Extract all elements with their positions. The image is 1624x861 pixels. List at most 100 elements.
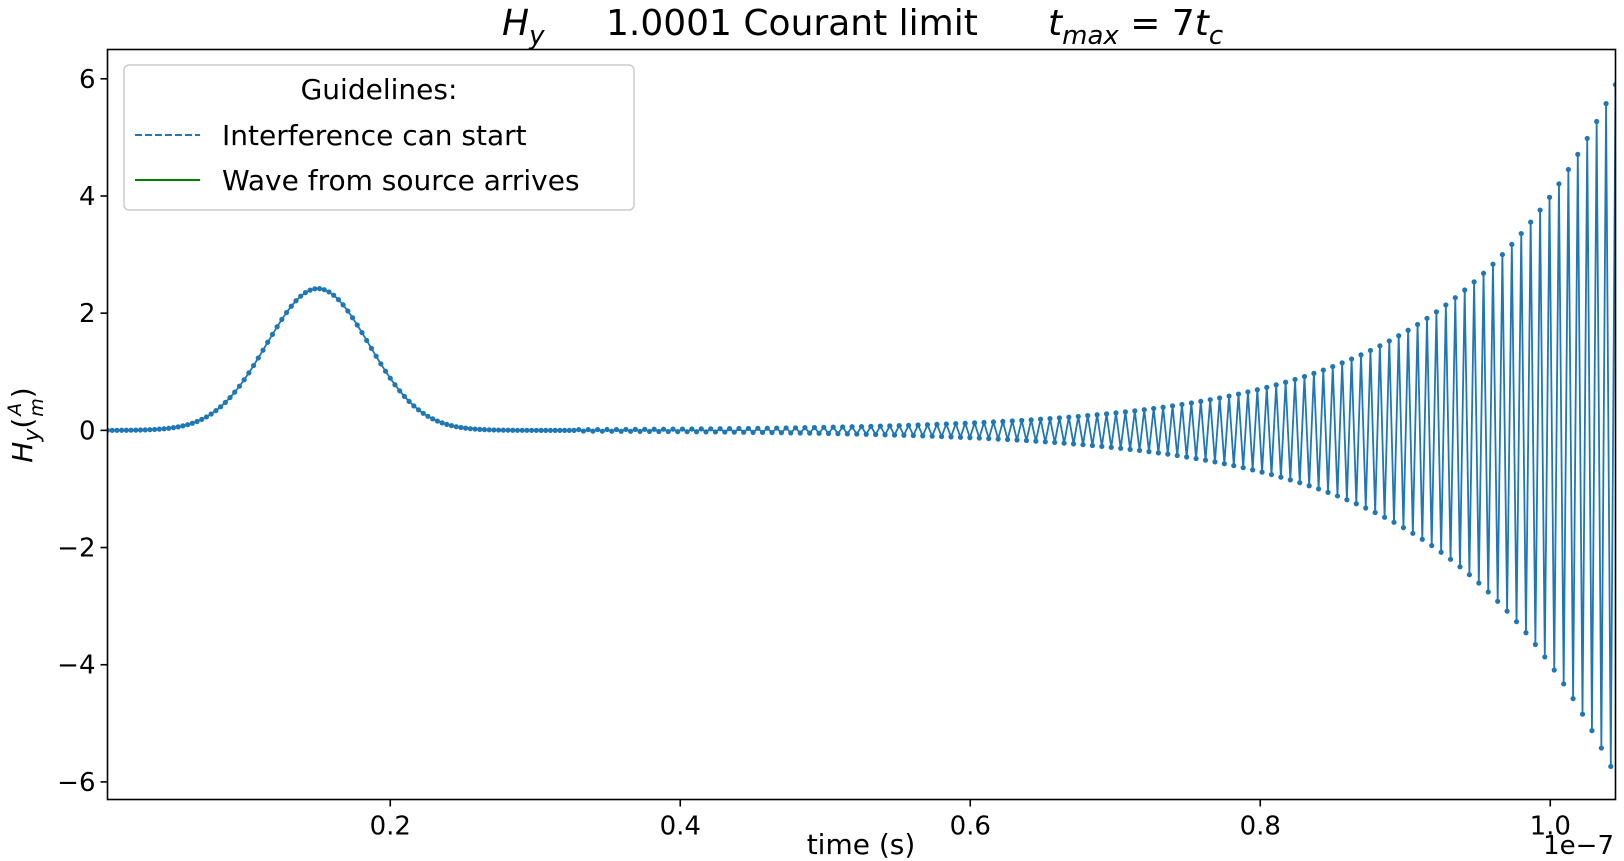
data-point xyxy=(967,435,973,441)
data-point xyxy=(538,427,544,433)
data-point xyxy=(1287,477,1293,483)
data-point xyxy=(1301,373,1308,380)
data-point xyxy=(208,411,214,417)
data-point xyxy=(1603,101,1609,107)
data-point xyxy=(1066,414,1072,420)
data-point xyxy=(302,290,309,296)
data-point xyxy=(1499,251,1505,258)
data-point xyxy=(114,427,120,433)
data-point xyxy=(1471,279,1477,285)
data-point xyxy=(1589,728,1595,734)
data-point xyxy=(298,293,304,299)
data-point xyxy=(510,427,516,433)
data-point xyxy=(1070,441,1077,447)
data-point xyxy=(1250,467,1256,473)
data-point xyxy=(1245,389,1251,395)
x-offset-label: 1e−7 xyxy=(1543,831,1614,861)
data-point xyxy=(1297,480,1303,486)
data-point xyxy=(387,375,393,381)
data-point xyxy=(1457,564,1463,570)
y-tick-label: 6 xyxy=(79,65,96,95)
data-point xyxy=(533,427,539,433)
data-point xyxy=(835,431,841,437)
data-point xyxy=(1155,450,1161,456)
data-point xyxy=(679,426,686,432)
data-point xyxy=(1207,397,1213,403)
data-point xyxy=(430,416,436,422)
data-point xyxy=(1367,347,1374,354)
data-point xyxy=(759,429,766,436)
y-tick-label: 4 xyxy=(79,182,96,212)
data-point xyxy=(444,421,450,427)
data-point xyxy=(1372,509,1378,516)
data-point xyxy=(529,427,535,433)
data-point xyxy=(1438,549,1444,555)
data-point xyxy=(656,428,662,435)
data-point xyxy=(1598,745,1604,751)
data-point xyxy=(260,347,266,353)
data-point xyxy=(939,433,945,440)
plot-area: 0.2 0.4 0.6 0.8 1.0 6 4 2 0 −2 −4 −6 xyxy=(57,65,1616,842)
data-point xyxy=(1311,370,1317,376)
data-point xyxy=(364,337,370,344)
x-tick-label: 0.6 xyxy=(950,812,991,842)
data-point xyxy=(604,426,610,433)
data-point xyxy=(1231,463,1237,469)
data-point xyxy=(684,429,690,435)
data-point xyxy=(199,416,205,422)
data-point xyxy=(359,330,365,336)
legend-label-interference: Interference can start xyxy=(222,119,527,152)
data-point xyxy=(1179,401,1185,408)
data-point xyxy=(250,362,257,369)
data-point xyxy=(180,423,186,429)
data-point xyxy=(576,427,582,433)
data-point xyxy=(232,389,238,395)
data-point xyxy=(1259,469,1265,475)
data-point xyxy=(562,427,568,433)
data-point xyxy=(585,427,591,433)
data-point xyxy=(156,426,162,432)
data-point xyxy=(1160,404,1166,410)
data-point xyxy=(411,403,417,409)
data-point xyxy=(1565,166,1571,173)
data-point xyxy=(1052,439,1058,446)
data-point xyxy=(722,429,728,435)
data-point xyxy=(755,425,761,431)
data-point xyxy=(142,427,148,433)
data-point xyxy=(1169,403,1176,409)
data-point xyxy=(1047,416,1053,422)
data-point xyxy=(609,428,615,434)
data-point xyxy=(1019,417,1025,424)
data-point xyxy=(901,432,907,438)
data-point xyxy=(627,428,634,434)
data-point xyxy=(708,426,714,432)
data-point xyxy=(995,436,1001,442)
data-point xyxy=(816,430,822,436)
data-point xyxy=(1462,287,1468,293)
data-point xyxy=(420,410,426,416)
data-point xyxy=(1000,418,1006,425)
data-point xyxy=(458,424,464,431)
data-point xyxy=(354,322,360,328)
data-point xyxy=(316,286,323,292)
data-point xyxy=(934,421,940,427)
data-point xyxy=(222,399,228,406)
data-point xyxy=(1546,194,1553,200)
data-point xyxy=(717,426,723,432)
data-point xyxy=(1061,440,1067,446)
data-point xyxy=(486,427,492,433)
data-point xyxy=(1141,407,1147,413)
data-point xyxy=(1193,455,1199,462)
data-point xyxy=(133,427,139,433)
data-point xyxy=(293,298,299,304)
data-point xyxy=(637,428,643,434)
x-tick-label: 0.4 xyxy=(660,812,701,842)
data-point xyxy=(119,427,125,433)
data-point xyxy=(1240,465,1246,471)
data-point xyxy=(1146,449,1152,455)
data-point xyxy=(642,426,648,432)
data-point xyxy=(1132,408,1138,414)
data-point xyxy=(1363,505,1369,511)
data-point xyxy=(514,427,521,433)
data-point xyxy=(726,426,733,432)
